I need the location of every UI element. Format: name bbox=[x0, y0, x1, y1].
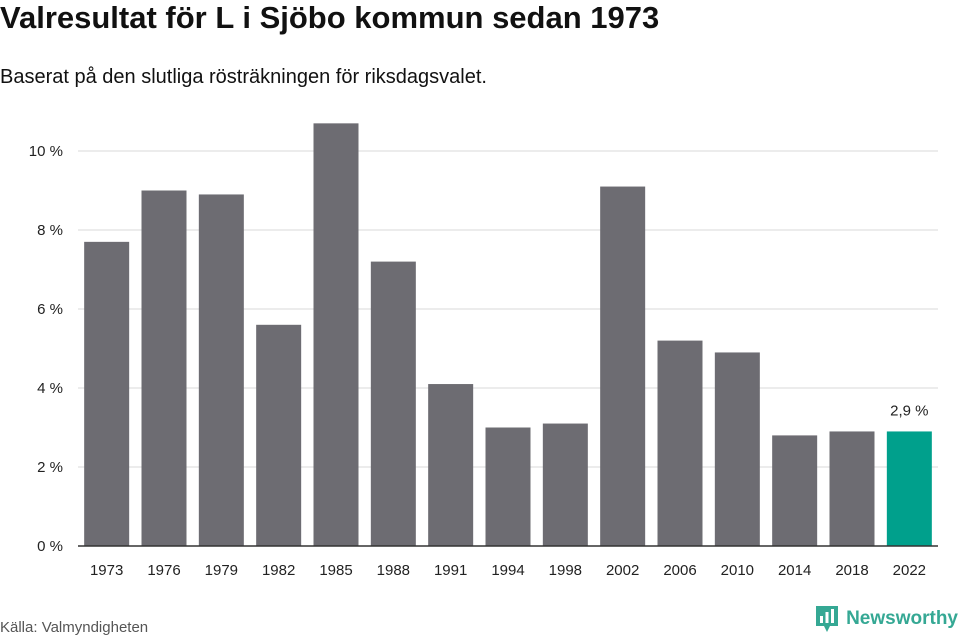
x-tick-label: 1994 bbox=[491, 562, 524, 579]
source-note: Källa: Valmyndigheten bbox=[0, 619, 149, 636]
x-axis-ticks: 1973 1976 1979 1982 1985 1988 1991 1994 1998 2002… bbox=[90, 562, 926, 579]
x-tick-label: 1973 bbox=[90, 562, 123, 579]
x-tick-label: 1982 bbox=[262, 562, 295, 579]
bar-2022 bbox=[886, 431, 932, 546]
y-tick-label: 0 % bbox=[37, 538, 63, 555]
bar-1985 bbox=[313, 123, 359, 546]
bar-chart: 0 % 2 % 4 % 6 % 8 % 10 % 1973 1976 1979 1982 1985… bbox=[29, 123, 938, 579]
x-tick-label: 2014 bbox=[778, 562, 811, 579]
bar-1973 bbox=[84, 241, 130, 546]
bar-1994 bbox=[485, 427, 531, 546]
x-tick-label: 2022 bbox=[893, 562, 926, 579]
bar-2014 bbox=[772, 435, 818, 546]
x-tick-label: 2006 bbox=[663, 562, 696, 579]
x-tick-label: 1991 bbox=[434, 562, 467, 579]
data-label: 2,9 % bbox=[890, 402, 928, 419]
x-tick-label: 1988 bbox=[377, 562, 410, 579]
y-axis-ticks: 0 % 2 % 4 % 6 % 8 % 10 % bbox=[29, 143, 63, 555]
newsworthy-logo-icon bbox=[816, 606, 839, 632]
bar-2010 bbox=[714, 352, 760, 546]
bar-1988 bbox=[370, 261, 416, 546]
brand-logo[interactable]: Newsworthy bbox=[814, 604, 958, 634]
bars bbox=[84, 123, 932, 547]
y-tick-label: 4 % bbox=[37, 380, 63, 397]
x-tick-label: 1976 bbox=[147, 562, 180, 579]
data-labels: 2,9 % bbox=[890, 402, 928, 419]
y-tick-label: 6 % bbox=[37, 301, 63, 318]
x-tick-label: 1985 bbox=[319, 562, 352, 579]
x-tick-label: 1979 bbox=[205, 562, 238, 579]
x-tick-label: 2010 bbox=[721, 562, 754, 579]
y-tick-label: 8 % bbox=[37, 222, 63, 239]
bar-1979 bbox=[198, 194, 244, 546]
x-tick-label: 2002 bbox=[606, 562, 639, 579]
bar-1991 bbox=[428, 384, 474, 546]
bar-1998 bbox=[542, 423, 588, 546]
y-tick-label: 10 % bbox=[29, 143, 63, 160]
y-tick-label: 2 % bbox=[37, 459, 63, 476]
chart-title: Valresultat för L i Sjöbo kommun sedan 1… bbox=[0, 0, 660, 35]
bar-2006 bbox=[657, 340, 703, 546]
brand-name: Newsworthy bbox=[846, 608, 958, 629]
chart-subtitle: Baserat på den slutliga rösträkningen fö… bbox=[0, 66, 487, 88]
x-tick-label: 2018 bbox=[835, 562, 868, 579]
x-tick-label: 1998 bbox=[549, 562, 582, 579]
bar-2018 bbox=[829, 431, 875, 546]
bar-2002 bbox=[600, 186, 646, 547]
bar-1976 bbox=[141, 190, 187, 546]
bar-1982 bbox=[256, 324, 302, 546]
